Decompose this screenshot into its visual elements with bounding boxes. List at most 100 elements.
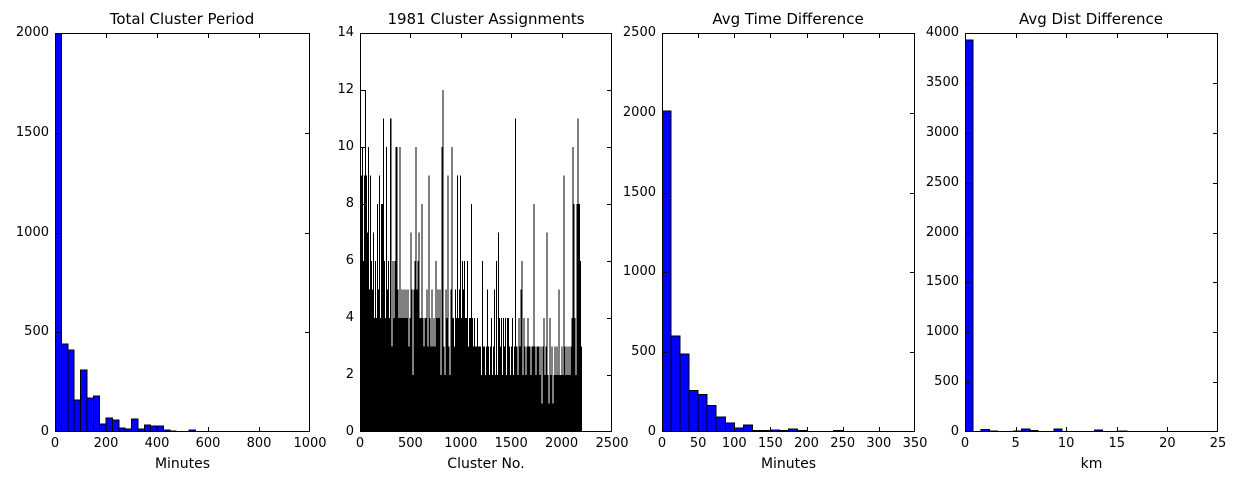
histogram-bar (486, 346, 488, 432)
histogram-bar (381, 204, 383, 432)
histogram-bar (410, 232, 412, 432)
histogram-bar (519, 346, 521, 432)
histogram-bar (479, 346, 481, 432)
histogram-bar (543, 318, 545, 432)
histogram-bar (575, 375, 577, 432)
plot-area (965, 33, 1218, 432)
histogram-bar (525, 375, 527, 432)
x-tick-label: 5 (1011, 436, 1020, 451)
y-tick-label: 2000 (15, 25, 49, 40)
y-tick-label: 2500 (925, 174, 959, 190)
histogram-bar (560, 375, 562, 432)
histogram-bar (535, 375, 537, 432)
histogram-bar (688, 390, 699, 432)
chart-title: Total Cluster Period (109, 10, 255, 28)
y-tick-label: 0 (40, 424, 49, 439)
x-tick-label: 2500 (595, 436, 629, 451)
chart-title: Avg Time Difference (712, 10, 864, 28)
x-tick-label: 600 (195, 436, 221, 451)
histogram-bar (550, 375, 552, 432)
histogram-bar (456, 175, 458, 432)
histogram-bar (435, 261, 437, 432)
x-axis-label: Cluster No. (447, 456, 525, 472)
histogram-bar (530, 375, 532, 432)
histogram-bar (413, 289, 415, 432)
histogram-bar (484, 375, 486, 432)
plot-area (360, 33, 612, 432)
histogram-bar (472, 346, 474, 432)
y-tick-label: 10 (337, 139, 354, 154)
histogram-bar (555, 375, 557, 432)
histogram-bar (439, 289, 441, 432)
histogram-bar (458, 289, 460, 432)
histogram-bar (455, 318, 457, 432)
y-tick-label: 8 (345, 196, 354, 211)
histogram-bar (516, 346, 518, 432)
histogram-bar (670, 335, 681, 432)
histogram-bar (526, 346, 528, 432)
histogram-bar (534, 346, 536, 432)
histogram-bar (467, 346, 469, 432)
histogram-bar (434, 346, 436, 432)
x-tick-label: 0 (50, 436, 60, 451)
histogram-bar (545, 346, 547, 432)
histogram-bar (363, 261, 365, 432)
histogram-bar (393, 318, 395, 432)
y-tick-label: 4 (345, 310, 354, 325)
histogram-bar (412, 375, 414, 432)
x-tick-label: 1000 (444, 436, 478, 451)
histogram-bar (499, 318, 501, 432)
x-tick-label: 350 (902, 436, 928, 451)
histogram-bar (561, 346, 563, 432)
histogram-bar (544, 375, 546, 432)
y-tick-label: 1500 (622, 184, 656, 200)
histogram-bar (539, 375, 541, 432)
histogram-bar (471, 318, 473, 432)
histogram-bar (387, 289, 389, 432)
histogram-bar (548, 403, 550, 432)
histogram-bar (474, 346, 476, 432)
histogram-bar (92, 395, 101, 432)
histogram-bar (380, 318, 382, 432)
histogram-bar (384, 261, 386, 432)
y-tick-label: 12 (337, 82, 354, 97)
histogram-bar (504, 346, 506, 432)
histogram-bar (490, 346, 492, 432)
histogram-bar (715, 416, 726, 432)
histogram-bar (662, 110, 672, 432)
histogram-bar (143, 424, 152, 432)
histogram-bar (454, 289, 456, 432)
x-tick-label: 200 (93, 436, 119, 451)
histogram-bar (437, 289, 439, 432)
y-tick-label: 4000 (925, 25, 959, 40)
axes-frame (662, 33, 915, 432)
histogram-bar (131, 418, 139, 432)
histogram-bar (461, 261, 463, 432)
histogram-bar (401, 289, 403, 432)
histogram-bar (724, 422, 735, 432)
histogram-bar (385, 318, 387, 432)
histogram-bar (540, 346, 542, 432)
histogram-bar (364, 175, 366, 432)
chart-title: 1981 Cluster Assignments (387, 10, 585, 28)
histogram-bar (414, 261, 416, 432)
histogram-bar (480, 375, 482, 432)
histogram-bar (459, 175, 461, 432)
histogram-bar (377, 204, 379, 432)
x-tick-label: 50 (689, 436, 707, 451)
histogram-bar (476, 318, 478, 432)
y-tick-label: 500 (631, 344, 656, 360)
histogram-bar (551, 346, 553, 432)
histogram-bar (512, 318, 514, 432)
histogram-bar (391, 346, 393, 432)
histogram-bar (55, 33, 62, 432)
histogram-bar (424, 318, 426, 432)
x-tick-label: 250 (830, 436, 856, 451)
histogram-bar (579, 261, 581, 432)
histogram-bar (449, 375, 451, 432)
histogram-bar (376, 318, 378, 432)
x-tick-label: 10 (1057, 436, 1075, 451)
histogram-bar (409, 318, 411, 432)
histogram-bar (438, 318, 440, 432)
x-tick-label: 0 (355, 436, 365, 451)
